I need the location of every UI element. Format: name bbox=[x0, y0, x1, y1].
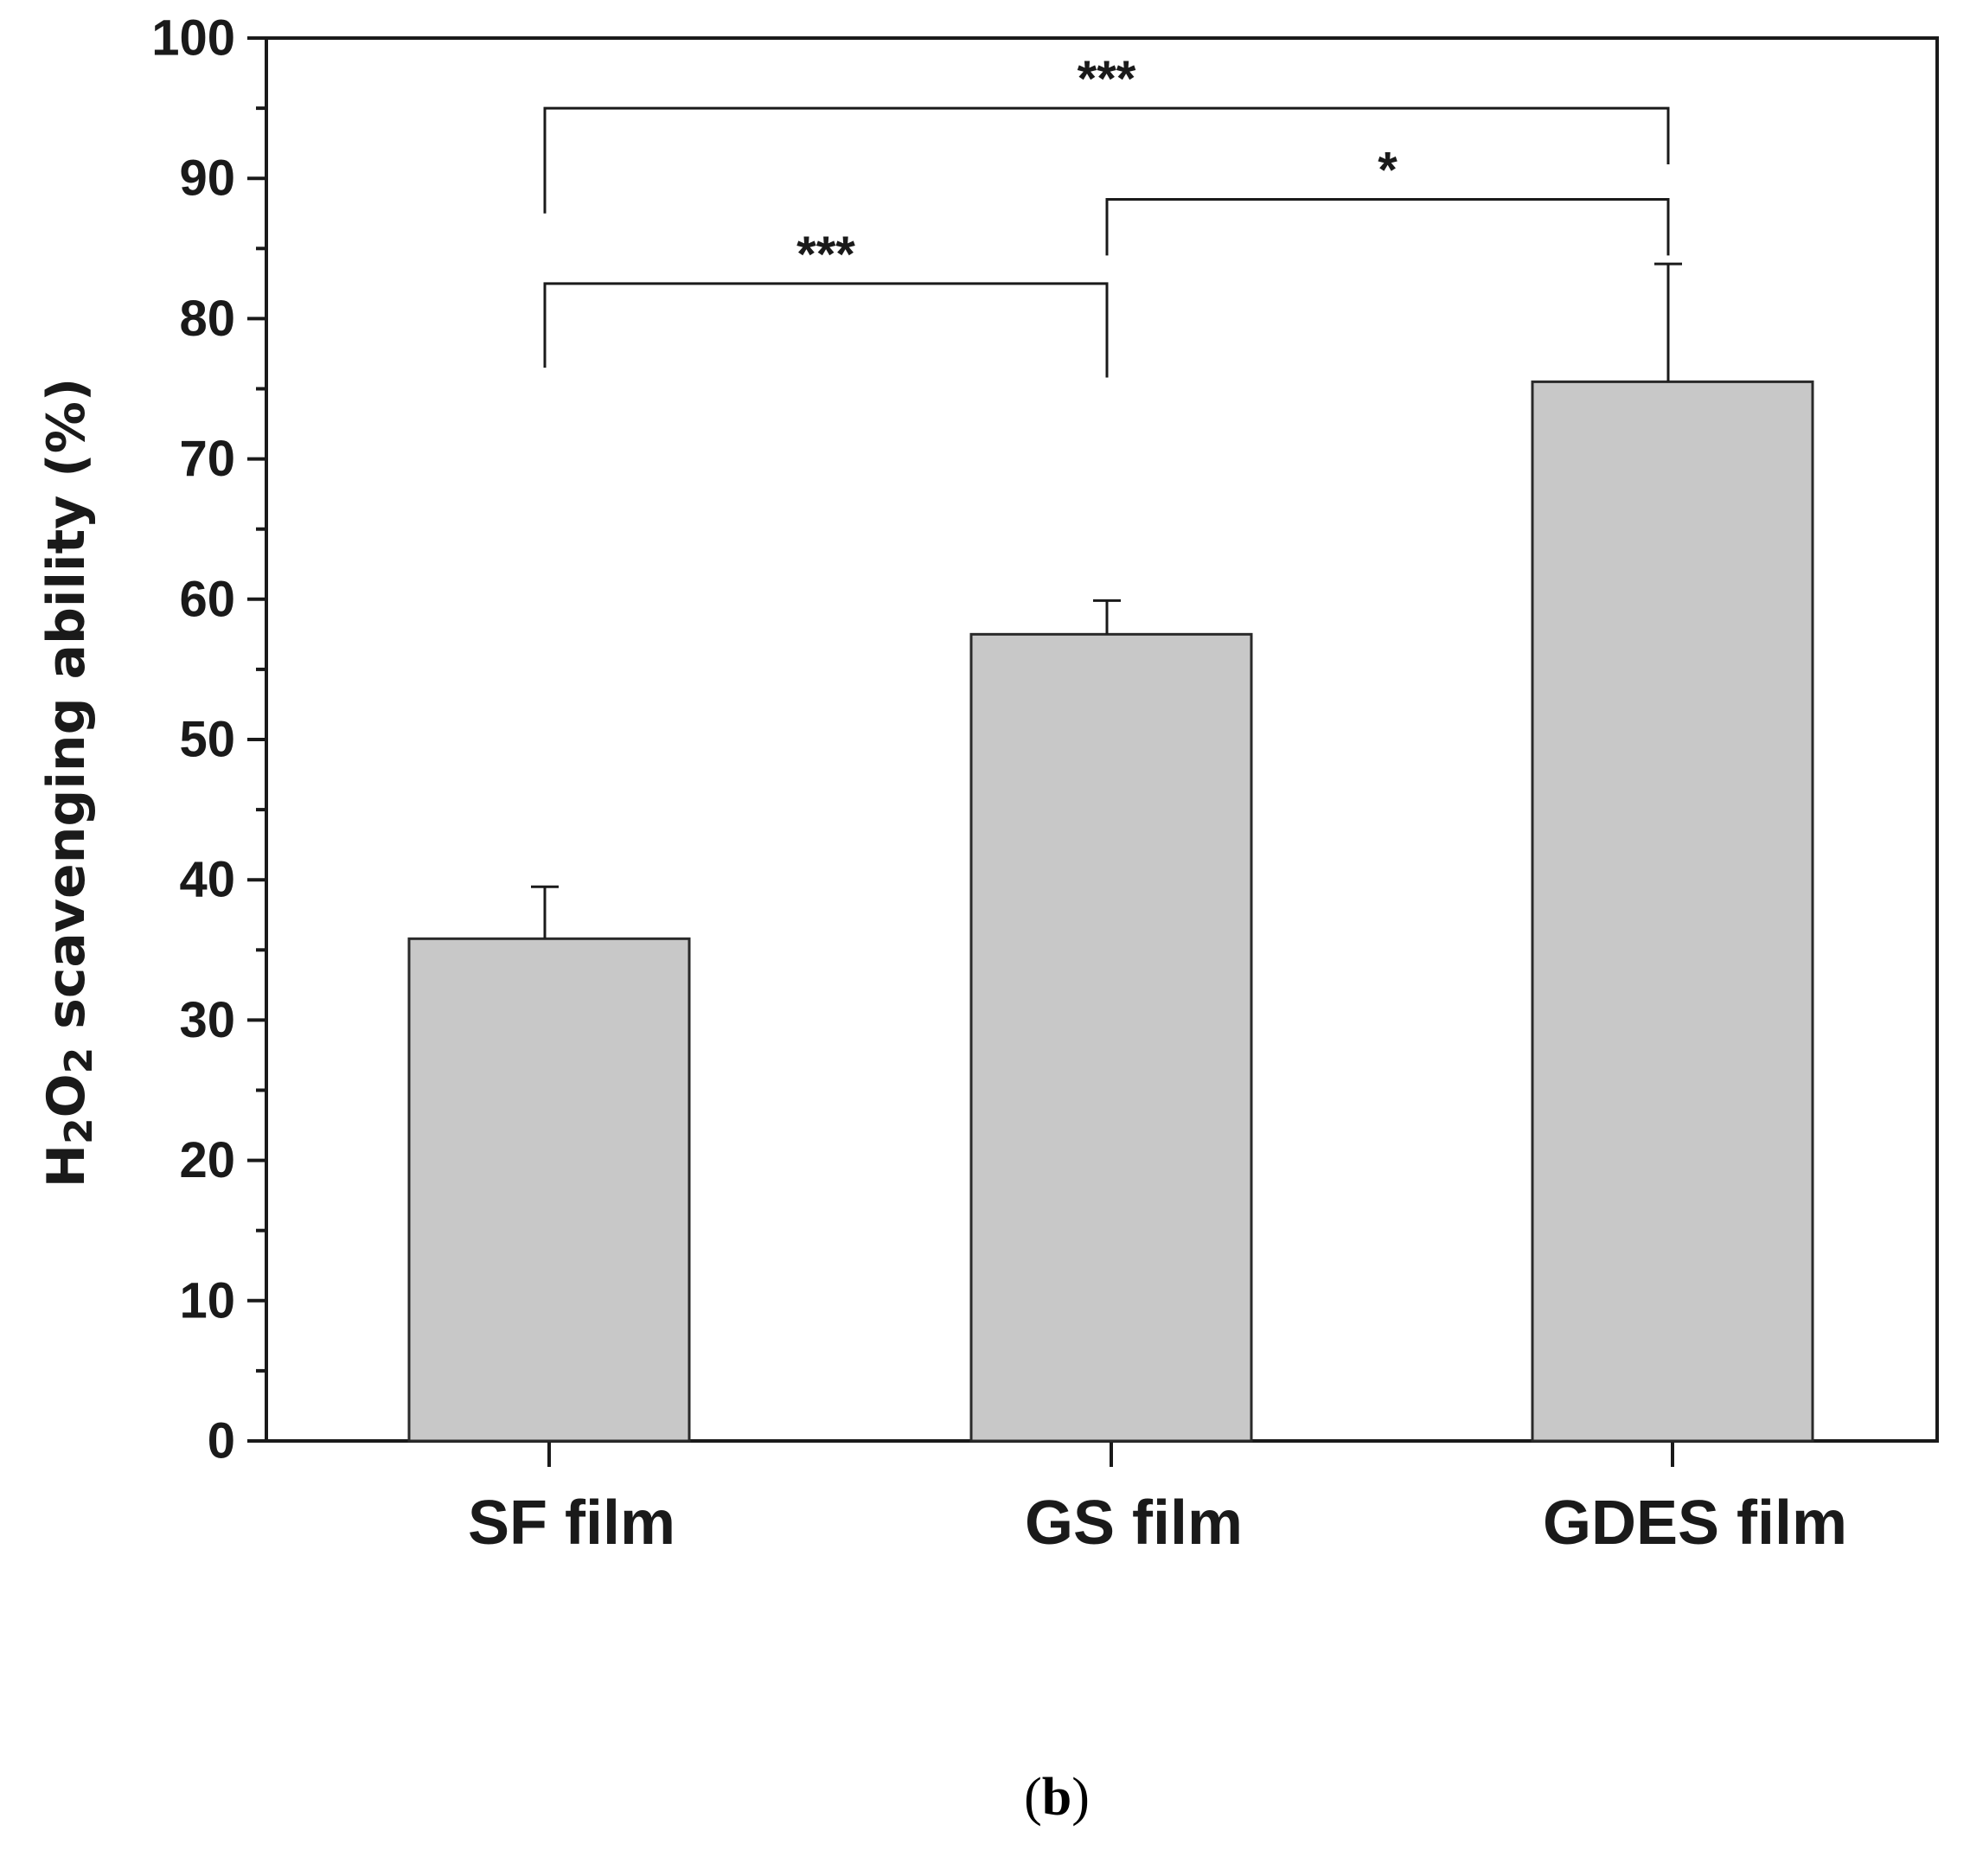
y-tick-label: 70 bbox=[179, 431, 235, 487]
bar-gs-film bbox=[969, 632, 1253, 1443]
y-tick-label: 60 bbox=[179, 571, 235, 627]
bars bbox=[407, 380, 1814, 1443]
panel-label: (b) bbox=[1024, 1768, 1090, 1827]
y-tick-label: 80 bbox=[179, 291, 235, 347]
bar-sf-film bbox=[407, 937, 691, 1443]
significance-brackets: ******* bbox=[543, 51, 1670, 378]
y-tick-labels: 0 10 20 30 40 50 60 70 80 90 100 bbox=[151, 10, 235, 1469]
significance-label: * bbox=[1378, 143, 1398, 199]
y-tick-label: 30 bbox=[179, 992, 235, 1048]
significance-bracket bbox=[543, 282, 1109, 378]
y-tick-label: 10 bbox=[179, 1272, 235, 1329]
bar-gdes-film bbox=[1531, 380, 1814, 1443]
x-category-label: GS film bbox=[1025, 1489, 1243, 1558]
x-category-label: SF film bbox=[468, 1489, 675, 1558]
error-bars bbox=[531, 262, 1682, 939]
x-category-label: GDES film bbox=[1543, 1489, 1847, 1558]
significance-bracket bbox=[1105, 198, 1670, 256]
y-tick-label: 50 bbox=[179, 712, 235, 768]
y-tick-label: 90 bbox=[179, 150, 235, 207]
significance-label: *** bbox=[1078, 51, 1136, 107]
significance-bracket bbox=[543, 106, 1670, 214]
significance-label: *** bbox=[796, 227, 855, 283]
y-axis-label: H2O2 scavenging ability (%) bbox=[36, 378, 101, 1188]
y-tick-label: 40 bbox=[179, 852, 235, 908]
x-category-labels: SF film GS film GDES film bbox=[468, 1489, 1847, 1558]
y-tick-label: 100 bbox=[151, 10, 235, 67]
y-tick-label: 20 bbox=[179, 1132, 235, 1188]
y-tick-label: 0 bbox=[208, 1413, 235, 1469]
